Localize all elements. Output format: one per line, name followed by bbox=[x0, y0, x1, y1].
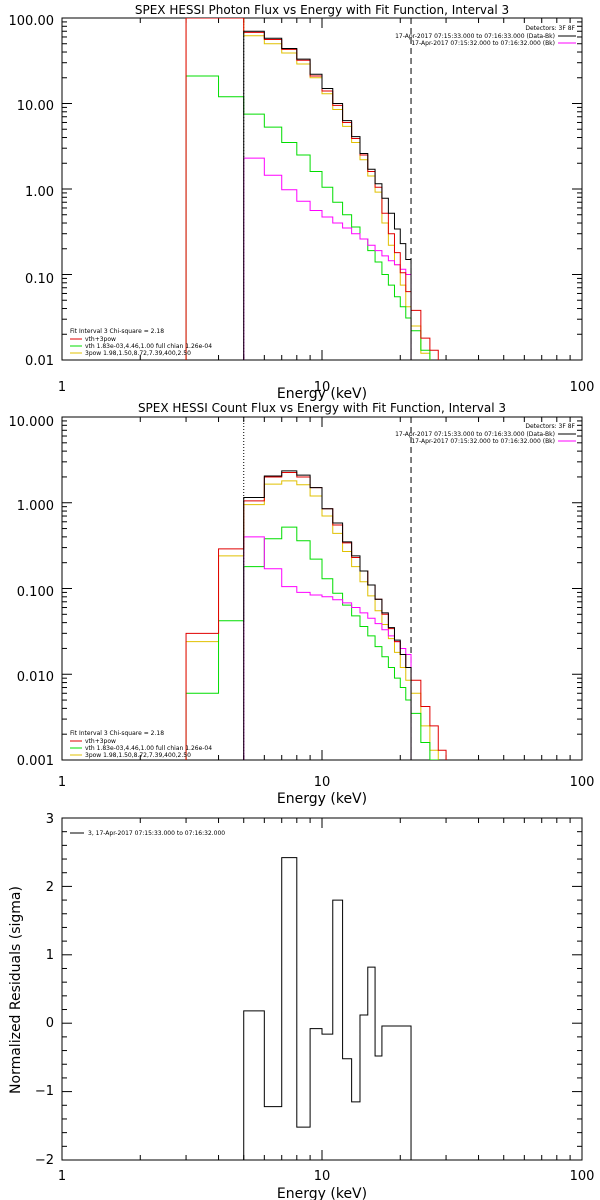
count-y-tick-0.100: 0.100 bbox=[17, 585, 54, 600]
count-plot-area bbox=[61, 416, 583, 761]
count-legend-fit-header: Fit Interval 3 Chi-square = 2.18 bbox=[70, 730, 164, 737]
photon-series-vth bbox=[185, 75, 431, 360]
photon-series-group bbox=[185, 18, 439, 360]
residuals-y-axis-label: Normalized Residuals (sigma) bbox=[8, 886, 24, 1094]
count-x-tick-100: 100 bbox=[570, 775, 595, 790]
count-axes-frame bbox=[61, 416, 583, 761]
count-legend-3pow: 3pow 1.98,1.50,8.72,7.39,400,2.50 bbox=[85, 752, 191, 759]
count-flux-panel: SPEX HESSI Count Flux vs Energy with Fit… bbox=[9, 401, 595, 807]
photon-y-tick-0.10: 0.10 bbox=[25, 272, 54, 287]
residuals-x-axis-label: Energy (keV) bbox=[277, 1186, 367, 1200]
photon-flux-panel: SPEX HESSI Photon Flux vs Energy with Fi… bbox=[9, 3, 595, 402]
photon-x-tick-10: 10 bbox=[314, 380, 331, 395]
count-x-tick-10: 10 bbox=[314, 775, 331, 790]
photon-series-data-bk bbox=[243, 30, 412, 360]
residuals-y-tick-minus1: −1 bbox=[35, 1084, 54, 1099]
count-y-tick-10.000: 10.000 bbox=[9, 415, 55, 430]
photon-panel-title: SPEX HESSI Photon Flux vs Energy with Fi… bbox=[135, 3, 509, 17]
photon-x-axis-label: Energy (keV) bbox=[277, 386, 367, 402]
count-legend-data-bk: 17-Apr-2017 07:15:33.000 to 07:16:33.000… bbox=[395, 431, 555, 438]
count-legend-vth: vth 1.83e-03,4.46,1.00 full chian 1.26e-… bbox=[85, 745, 212, 752]
count-series-group bbox=[185, 417, 447, 760]
count-x-tick-1: 1 bbox=[58, 775, 66, 790]
residuals-panel: Energy (keV) 1 10 100 −2 −1 0 1 2 3 Norm… bbox=[8, 812, 594, 1200]
residuals-legend: 3, 17-Apr-2017 07:15:33.000 to 07:16:32.… bbox=[70, 830, 225, 837]
residuals-plot-area bbox=[61, 817, 583, 1161]
count-legend-vth3pow: vth+3pow bbox=[85, 738, 116, 745]
photon-y-tick-1.00: 1.00 bbox=[25, 185, 54, 200]
residuals-y-tick-0: 0 bbox=[46, 1016, 54, 1031]
photon-plot-area bbox=[61, 17, 583, 361]
count-legend-bottom: Fit Interval 3 Chi-square = 2.18 vth+3po… bbox=[70, 730, 212, 759]
count-series-vth bbox=[185, 526, 439, 760]
photon-legend-fit-header: Fit Interval 3 Chi-square = 2.18 bbox=[70, 328, 164, 335]
photon-x-tick-1: 1 bbox=[58, 380, 66, 395]
count-series-3pow bbox=[185, 480, 439, 760]
residuals-y-tick-3: 3 bbox=[46, 812, 54, 827]
residuals-axes-frame bbox=[61, 817, 583, 1161]
residuals-series-residuals bbox=[243, 857, 412, 1160]
photon-legend-top: Detectors: 3F 8F 17-Apr-2017 07:15:33.00… bbox=[395, 25, 576, 47]
residuals-x-tick-100: 100 bbox=[570, 1169, 595, 1184]
photon-legend-bottom: Fit Interval 3 Chi-square = 2.18 vth+3po… bbox=[70, 328, 212, 357]
residuals-y-tick-minus2: −2 bbox=[35, 1153, 54, 1168]
count-y-tick-0.001: 0.001 bbox=[17, 754, 54, 769]
residuals-y-tick-1: 1 bbox=[46, 948, 54, 963]
count-x-axis-label: Energy (keV) bbox=[277, 791, 367, 807]
photon-legend-data-bk: 17-Apr-2017 07:15:33.000 to 07:16:33.000… bbox=[395, 33, 555, 40]
residuals-x-tick-10: 10 bbox=[314, 1169, 331, 1184]
residuals-x-tick-1: 1 bbox=[58, 1169, 66, 1184]
photon-series-bk bbox=[243, 157, 412, 360]
photon-axes-frame bbox=[61, 17, 583, 361]
count-legend-bk: 17-Apr-2017 07:15:32.000 to 07:16:32.000… bbox=[411, 438, 555, 445]
count-series-data-bk bbox=[243, 470, 412, 760]
count-legend-top: Detectors: 3F 8F 17-Apr-2017 07:15:33.00… bbox=[395, 423, 576, 445]
photon-series-vth-3pow bbox=[185, 18, 439, 360]
count-y-tick-0.010: 0.010 bbox=[17, 670, 54, 685]
count-y-tick-1.000: 1.000 bbox=[17, 499, 54, 514]
photon-series-3pow bbox=[185, 18, 431, 360]
count-panel-title: SPEX HESSI Count Flux vs Energy with Fit… bbox=[138, 401, 506, 415]
count-series-vth-3pow bbox=[185, 472, 447, 760]
count-series-bk bbox=[243, 536, 412, 760]
photon-x-tick-100: 100 bbox=[570, 380, 595, 395]
photon-y-tick-0.01: 0.01 bbox=[25, 354, 54, 369]
photon-legend-vth3pow: vth+3pow bbox=[85, 336, 116, 343]
photon-legend-vth: vth 1.83e-03,4.46,1.00 full chian 1.26e-… bbox=[85, 343, 212, 350]
photon-y-tick-100.00: 100.00 bbox=[9, 14, 55, 29]
photon-y-tick-10.00: 10.00 bbox=[17, 99, 54, 114]
photon-legend-bk: 17-Apr-2017 07:15:32.000 to 07:16:32.000… bbox=[411, 40, 555, 47]
count-legend-detectors: Detectors: 3F 8F bbox=[525, 423, 575, 430]
residuals-series-group bbox=[243, 857, 412, 1160]
residuals-y-tick-2: 2 bbox=[46, 880, 54, 895]
residuals-legend-entry: 3, 17-Apr-2017 07:15:33.000 to 07:16:32.… bbox=[88, 830, 225, 837]
photon-legend-3pow: 3pow 1.98,1.50,8.72,7.39,400,2.50 bbox=[85, 350, 191, 357]
photon-legend-detectors: Detectors: 3F 8F bbox=[525, 25, 575, 32]
